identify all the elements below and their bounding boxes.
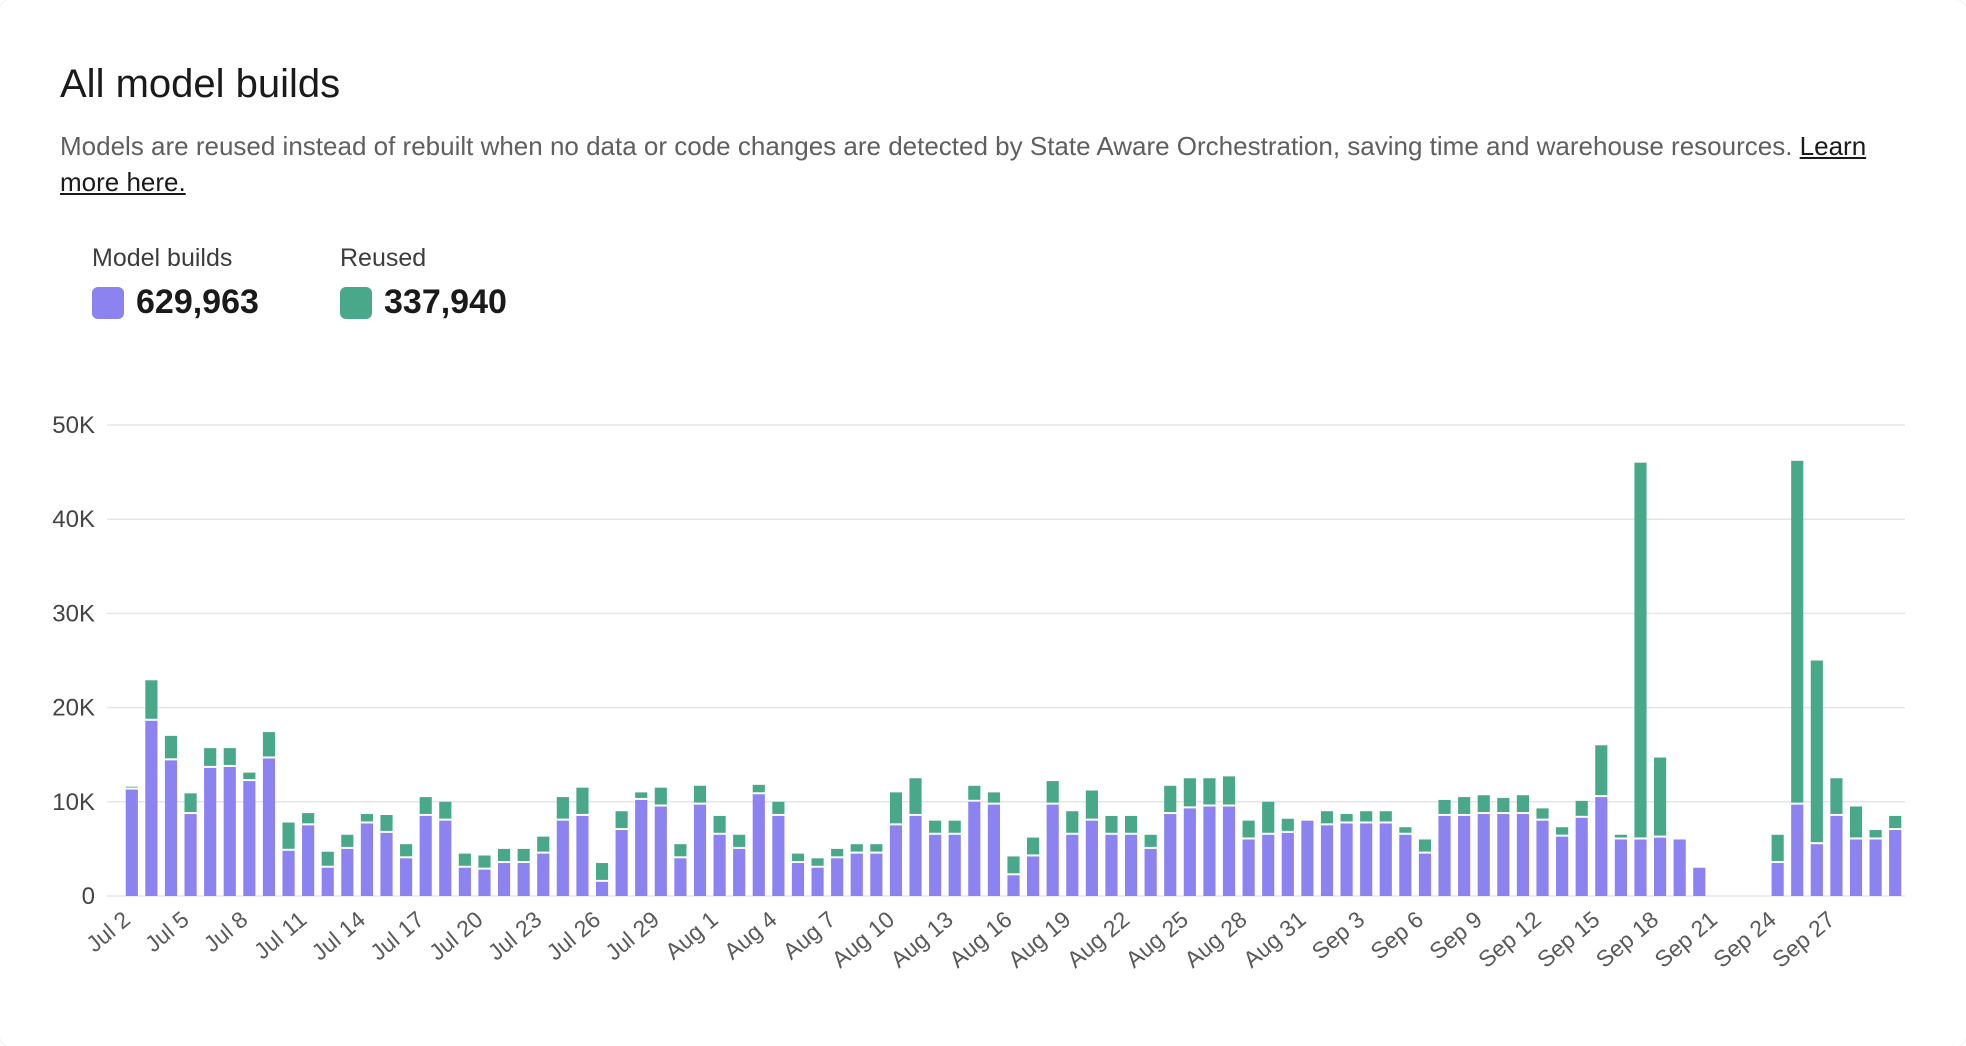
svg-text:0: 0 — [82, 883, 95, 910]
svg-text:50K: 50K — [52, 412, 95, 439]
svg-text:Sep 12: Sep 12 — [1473, 906, 1546, 973]
svg-text:Sep 6: Sep 6 — [1365, 906, 1428, 965]
svg-text:Sep 15: Sep 15 — [1532, 906, 1605, 973]
svg-text:Jul 29: Jul 29 — [600, 906, 664, 965]
svg-text:Aug 22: Aug 22 — [1062, 906, 1135, 973]
svg-text:10K: 10K — [52, 789, 95, 816]
svg-text:Aug 19: Aug 19 — [1003, 906, 1076, 973]
svg-text:Aug 13: Aug 13 — [885, 906, 958, 973]
svg-text:Aug 31: Aug 31 — [1238, 906, 1311, 973]
svg-text:Aug 16: Aug 16 — [944, 906, 1017, 973]
svg-text:Jul 11: Jul 11 — [249, 906, 311, 964]
svg-text:Aug 4: Aug 4 — [719, 906, 782, 965]
svg-text:30K: 30K — [52, 600, 95, 627]
svg-text:Jul 17: Jul 17 — [365, 906, 429, 965]
svg-text:Sep 24: Sep 24 — [1708, 906, 1781, 973]
svg-text:Aug 28: Aug 28 — [1179, 906, 1252, 973]
svg-text:Jul 2: Jul 2 — [81, 906, 135, 957]
svg-text:Sep 27: Sep 27 — [1767, 906, 1840, 973]
svg-text:Aug 1: Aug 1 — [660, 906, 723, 965]
svg-text:Jul 23: Jul 23 — [483, 906, 547, 965]
svg-text:Sep 21: Sep 21 — [1650, 906, 1723, 973]
svg-text:Jul 8: Jul 8 — [199, 906, 253, 957]
svg-text:Aug 10: Aug 10 — [827, 906, 900, 973]
svg-text:Jul 26: Jul 26 — [542, 906, 606, 965]
svg-text:40K: 40K — [52, 506, 95, 533]
svg-text:Jul 20: Jul 20 — [424, 906, 488, 965]
svg-text:20K: 20K — [52, 695, 95, 722]
svg-text:Jul 5: Jul 5 — [140, 906, 194, 957]
svg-text:Sep 3: Sep 3 — [1307, 906, 1370, 965]
svg-text:Aug 25: Aug 25 — [1120, 906, 1193, 973]
svg-text:Jul 14: Jul 14 — [306, 906, 370, 966]
svg-text:Sep 18: Sep 18 — [1591, 906, 1664, 973]
